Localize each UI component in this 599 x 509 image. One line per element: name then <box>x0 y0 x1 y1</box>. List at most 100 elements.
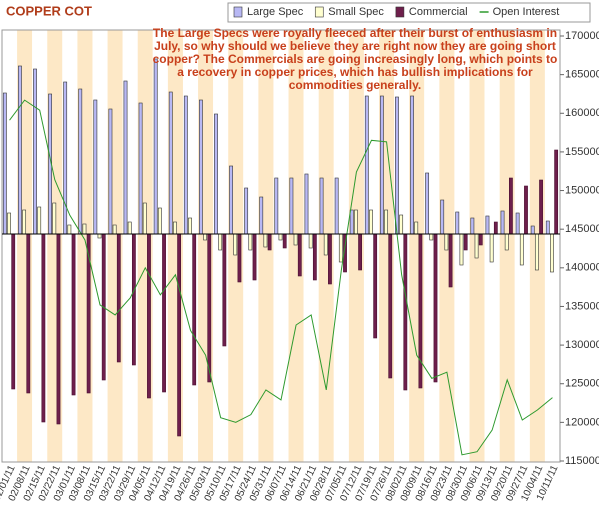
y2-tick-label: 120000 <box>565 416 599 428</box>
bar <box>142 202 147 235</box>
bar <box>403 233 408 391</box>
y2-tick-label: 170000 <box>565 30 599 42</box>
bar <box>67 224 72 235</box>
band <box>348 30 364 462</box>
annotation: The Large Specs were royally fleeced aft… <box>152 26 558 92</box>
bar <box>455 211 460 235</box>
bar <box>308 233 313 249</box>
legend-swatch <box>314 6 324 18</box>
bar <box>534 233 539 271</box>
bar <box>237 233 242 283</box>
bar <box>448 233 453 288</box>
bar <box>2 92 7 235</box>
bar <box>233 233 238 256</box>
bar <box>459 233 464 266</box>
bar <box>183 95 188 235</box>
bar <box>131 233 136 366</box>
bar <box>515 212 520 235</box>
bar <box>388 233 393 379</box>
legend-label: Small Spec <box>328 6 384 18</box>
bar <box>297 233 302 277</box>
bar <box>26 233 31 394</box>
bar <box>22 209 27 235</box>
bar <box>364 95 369 235</box>
bar <box>440 199 445 235</box>
bar <box>218 233 223 251</box>
bar <box>63 81 68 235</box>
bar <box>112 224 117 235</box>
bar <box>373 233 378 339</box>
bar <box>97 233 102 239</box>
bar <box>304 173 309 235</box>
bar <box>41 233 46 423</box>
bar <box>192 233 197 386</box>
bar <box>33 68 37 235</box>
bar <box>530 225 535 235</box>
bar <box>108 108 113 235</box>
bar <box>470 217 475 235</box>
bar <box>312 233 317 281</box>
bar <box>252 233 257 281</box>
bar <box>554 149 559 235</box>
bar <box>244 187 249 235</box>
y2-tick-label: 130000 <box>565 339 599 351</box>
bar <box>147 233 151 399</box>
bar <box>274 177 279 235</box>
bar <box>539 179 543 235</box>
plot <box>2 58 560 456</box>
open-interest-line <box>9 99 553 456</box>
bar <box>82 223 87 235</box>
bar <box>248 233 253 251</box>
bar <box>384 209 388 235</box>
bar <box>354 209 358 235</box>
bar <box>444 233 449 251</box>
bar <box>173 221 177 235</box>
y2-tick-label: 145000 <box>565 223 599 235</box>
bar <box>18 65 22 235</box>
bar <box>493 221 498 235</box>
bar <box>319 177 324 235</box>
bar <box>282 233 287 249</box>
bar <box>263 233 268 248</box>
bar <box>222 233 227 347</box>
bar <box>116 233 121 363</box>
bar <box>162 233 166 393</box>
bar <box>429 233 434 241</box>
bar <box>395 96 399 235</box>
bar <box>199 99 203 235</box>
bar <box>323 233 328 256</box>
legend-label: Open Interest <box>493 6 560 18</box>
bar <box>293 233 298 246</box>
y2-tick-label: 125000 <box>565 378 599 390</box>
bar <box>289 177 294 235</box>
bar <box>433 233 438 383</box>
bar <box>509 177 513 235</box>
bar <box>71 233 76 396</box>
bar <box>138 102 143 235</box>
y2-tick-label: 165000 <box>565 69 599 81</box>
legend-swatch <box>233 6 243 18</box>
chart-title: COPPER COT <box>6 3 92 18</box>
bar <box>168 91 173 235</box>
legend-label: Commercial <box>409 6 468 18</box>
bar <box>500 210 505 235</box>
y2-tick-label: 155000 <box>565 146 599 158</box>
y2-tick-label: 140000 <box>565 262 599 274</box>
bar <box>229 165 233 235</box>
bar <box>188 217 192 235</box>
bar <box>328 233 332 285</box>
y2-tick-label: 135000 <box>565 300 599 312</box>
bar <box>157 207 162 235</box>
bar <box>37 206 42 235</box>
bar <box>11 233 16 390</box>
bar <box>214 113 218 235</box>
bar <box>177 233 182 437</box>
bar <box>369 209 373 235</box>
band <box>273 30 289 462</box>
bar <box>425 172 430 235</box>
bar <box>474 233 479 259</box>
bar <box>545 220 550 235</box>
bar <box>93 99 98 235</box>
